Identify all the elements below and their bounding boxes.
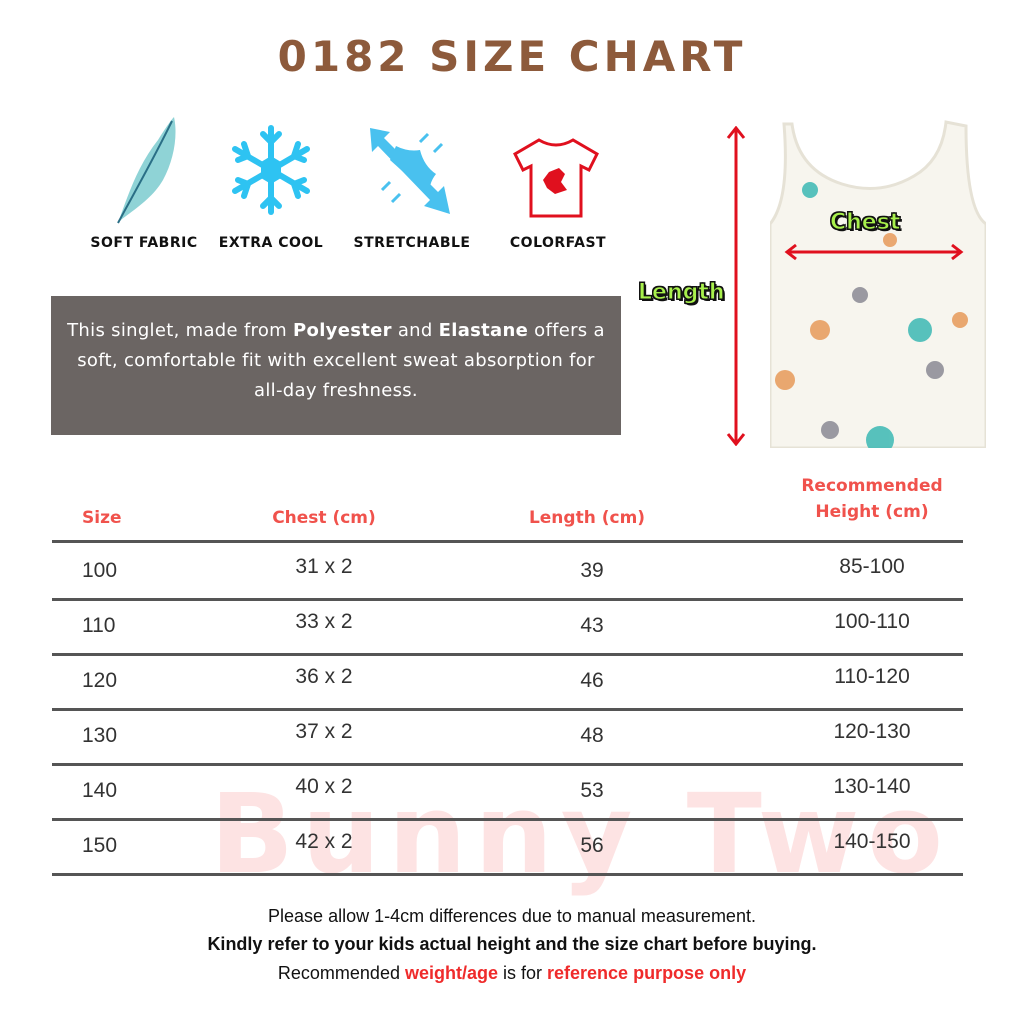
cell-height: 130-140: [833, 775, 911, 798]
description-box: This singlet, made from Polyester and El…: [51, 296, 621, 435]
table-row: 120 36 x 2 46 110-120: [52, 653, 963, 711]
cell-height: 100-110: [834, 610, 910, 633]
length-arrow-icon: [726, 126, 746, 446]
feature-label-extra-cool: EXTRA COOL: [218, 235, 324, 251]
chest-label: Chest: [829, 210, 901, 236]
footer-text: is for: [498, 963, 548, 983]
cell-chest: 31 x 2: [295, 555, 353, 578]
table-row: 110 33 x 2 43 100-110: [52, 598, 963, 656]
header-recommended-line2: Height (cm): [815, 502, 929, 522]
cell-size: 110: [82, 614, 116, 637]
cell-length: 39: [580, 559, 604, 582]
description-text: offers a soft, comfortable fit with exce…: [77, 320, 605, 401]
length-label: Length: [638, 280, 726, 306]
footer-note-2: Kindly refer to your kids actual height …: [207, 934, 817, 954]
header-chest: Chest (cm): [272, 508, 376, 528]
cell-height: 140-150: [833, 830, 911, 853]
material-elastane: Elastane: [438, 320, 529, 341]
cell-height: 120-130: [833, 720, 911, 743]
table-row: 150 42 x 2 56 140-150: [52, 818, 963, 876]
cell-chest: 42 x 2: [295, 830, 353, 853]
cell-height: 110-120: [834, 665, 910, 688]
watermark: Bunny Two: [210, 770, 951, 898]
cell-size: 150: [82, 834, 118, 857]
header-size: Size: [82, 508, 122, 528]
header-recommended-line1: Recommended: [801, 476, 943, 496]
cell-length: 43: [580, 614, 604, 637]
material-polyester: Polyester: [293, 320, 392, 341]
singlet-image: [770, 120, 986, 448]
footer-highlight-reference: reference purpose only: [547, 963, 747, 983]
cell-length: 46: [580, 669, 604, 692]
footer-note-1: Please allow 1-4cm differences due to ma…: [268, 906, 756, 926]
table-row: 100 31 x 2 39 85-100: [52, 543, 963, 601]
footer-note-3: Recommended weight/age is for reference …: [0, 963, 1024, 984]
header-length: Length (cm): [528, 508, 646, 528]
cell-chest: 36 x 2: [295, 665, 353, 688]
cell-size: 120: [82, 669, 118, 692]
cell-length: 56: [580, 834, 604, 857]
feature-label-stretchable: STRETCHABLE: [353, 235, 471, 251]
description-text: This singlet, made from: [67, 320, 294, 341]
chest-arrow-icon: [784, 243, 964, 261]
cell-length: 48: [580, 724, 604, 747]
feature-label-soft-fabric: SOFT FABRIC: [90, 235, 198, 251]
cell-size: 140: [82, 779, 118, 802]
page-title: 0182 SIZE CHART: [277, 32, 747, 81]
table-row: 130 37 x 2 48 120-130: [52, 708, 963, 766]
cell-size: 130: [82, 724, 118, 747]
tshirt-stain-icon: [513, 138, 599, 218]
table-header-divider: [52, 540, 963, 543]
description-text: and: [391, 320, 439, 341]
header-recommended-height: Recommended Height (cm): [772, 473, 972, 525]
cell-length: 53: [580, 779, 604, 802]
stretch-arrows-icon: [370, 128, 450, 214]
feather-icon: [117, 117, 176, 224]
cell-chest: 33 x 2: [295, 610, 353, 633]
cell-chest: 37 x 2: [295, 720, 353, 743]
cell-height: 85-100: [839, 555, 905, 578]
cell-size: 100: [82, 559, 118, 582]
footer-highlight-weight-age: weight/age: [404, 963, 498, 983]
feature-label-colorfast: COLORFAST: [509, 235, 607, 251]
table-row: 140 40 x 2 53 130-140: [52, 763, 963, 821]
snowflake-icon: [232, 125, 310, 215]
footer-text: Recommended: [277, 963, 405, 983]
cell-chest: 40 x 2: [295, 775, 353, 798]
